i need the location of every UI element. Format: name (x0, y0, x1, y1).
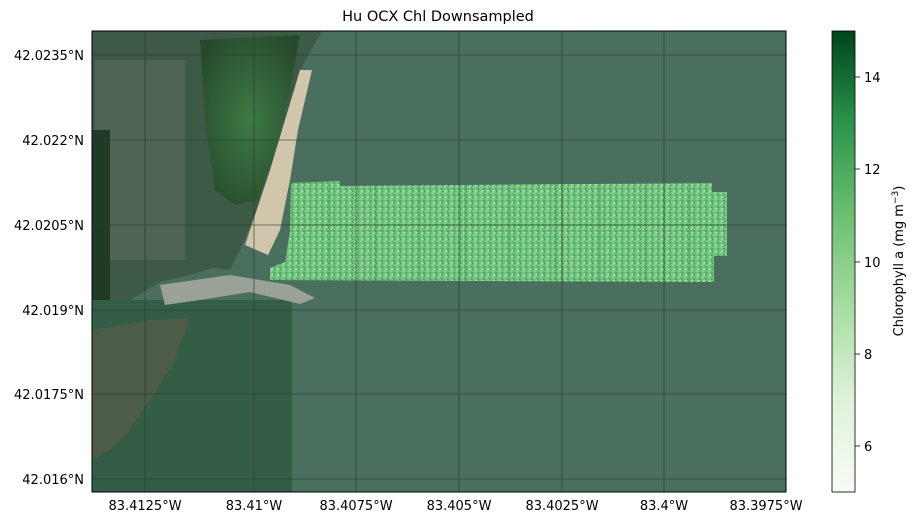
x-tick-label: 83.405°W (427, 499, 492, 514)
map-frame (91, 30, 787, 493)
y-tick-labels: 42.0235°N 42.022°N 42.0205°N 42.019°N 42… (14, 49, 84, 488)
colorbar-label-close: ) (892, 186, 907, 191)
x-tick-label: 83.4075°W (319, 499, 392, 514)
colorbar-label-main: Chlorophyll a (mg m (892, 204, 907, 336)
chart-title: Hu OCX Chl Downsampled (342, 9, 534, 25)
colorbar-ticks (855, 76, 860, 447)
map-panel (92, 31, 786, 492)
beach-sand (245, 70, 312, 255)
y-tick-label: 42.0175°N (14, 388, 84, 403)
colorbar-tick-label: 12 (864, 163, 881, 178)
chlorophyll-swath-shade (270, 181, 727, 282)
colorbar-tick-label: 10 (864, 256, 881, 271)
land-southwest (92, 318, 190, 460)
jetty (160, 275, 315, 305)
colorbar-label-superscript: −3 (891, 191, 901, 204)
chlorophyll-swath (270, 181, 727, 282)
x-tick-label: 83.4025°W (525, 499, 598, 514)
colorbar-tick-label: 14 (864, 71, 881, 86)
y-tick-label: 42.0235°N (14, 49, 84, 64)
colorbar: 6 8 10 12 14 Chlorophyll a (mg m−3) (831, 30, 907, 493)
y-tick-label: 42.016°N (22, 473, 84, 488)
colorbar-tick-label: 6 (864, 440, 872, 455)
land-vegetation (200, 35, 300, 205)
x-tick-labels: 83.4125°W 83.41°W 83.4075°W 83.405°W 83.… (108, 499, 802, 514)
swath-stripes (329, 184, 691, 281)
x-tick-label: 83.41°W (226, 499, 283, 514)
x-tick-label: 83.4°W (640, 499, 688, 514)
y-tick-label: 42.019°N (22, 304, 84, 319)
x-tick-label: 83.4125°W (108, 499, 181, 514)
gridlines (92, 31, 786, 492)
colorbar-tick-label: 8 (864, 348, 872, 363)
dark-treeline (92, 130, 110, 300)
y-tick-label: 42.0205°N (14, 219, 84, 234)
y-tick-label: 42.022°N (22, 134, 84, 149)
colorbar-label: Chlorophyll a (mg m−3) (891, 186, 907, 337)
colorbar-gradient (831, 30, 856, 493)
x-tick-label: 83.3975°W (729, 499, 802, 514)
